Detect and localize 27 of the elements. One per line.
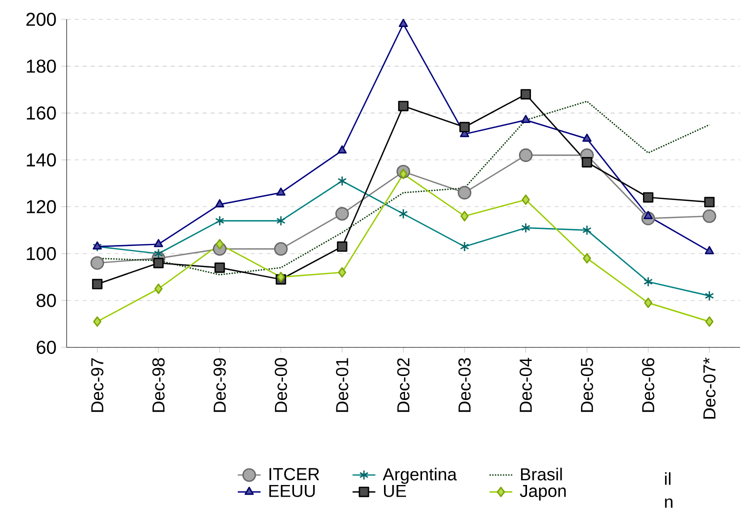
y-tick-label: 80 <box>36 294 56 308</box>
y-tick-label: 180 <box>26 60 56 73</box>
text: n <box>665 498 672 508</box>
legend-label: UE <box>384 484 406 498</box>
legend-label: Argentina <box>382 468 457 484</box>
y-tick-label: 120 <box>26 200 56 214</box>
legend-label: EEUU <box>269 484 315 498</box>
y-tick-label: 200 <box>26 12 56 26</box>
x-tick-label: Dec-98 <box>152 358 165 412</box>
x-tick-label: Dec-01 <box>336 358 348 412</box>
y-tick-label: 140 <box>26 153 56 167</box>
x-tick-label: Dec-97 <box>91 358 104 412</box>
y-tick-label: 100 <box>26 246 56 260</box>
x-tick-label: Dec-00 <box>274 358 288 412</box>
text: il <box>665 472 670 485</box>
x-tick-label: Dec-99 <box>214 358 226 412</box>
x-tick-label: Dec-07* <box>703 358 716 419</box>
y-tick-label: 160 <box>26 106 56 120</box>
x-tick-label: Dec-06 <box>642 358 654 412</box>
legend-label: ITCER <box>270 468 320 480</box>
legend-label: Brasil <box>521 468 562 480</box>
x-tick-label: Dec-04 <box>520 358 532 412</box>
legend-label: Japon <box>520 484 566 500</box>
x-tick-label: Dec-03 <box>458 358 471 412</box>
x-tick-label: Dec-05 <box>580 358 594 412</box>
x-tick-label: Dec-02 <box>397 358 410 412</box>
y-tick-label: 60 <box>36 340 56 354</box>
